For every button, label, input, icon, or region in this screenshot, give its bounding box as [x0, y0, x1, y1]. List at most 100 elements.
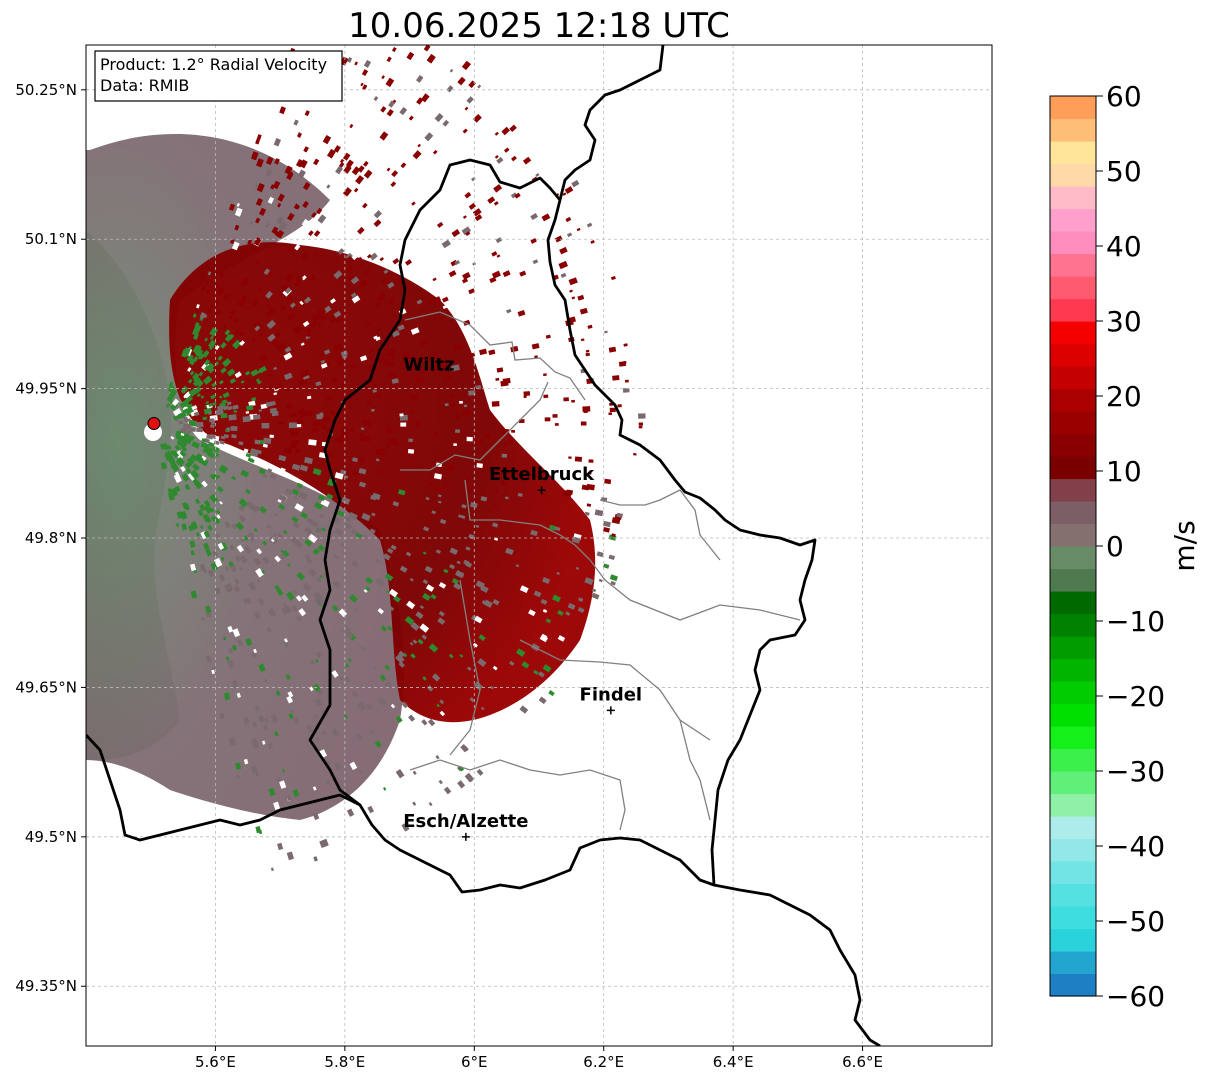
radar-bin — [219, 712, 225, 720]
colorbar-band — [1050, 591, 1096, 615]
radar-bin — [308, 230, 314, 237]
radar-bin — [433, 486, 442, 493]
radar-bin — [355, 732, 363, 741]
radar-bin — [509, 440, 514, 444]
radar-bin — [369, 528, 376, 534]
canton-line-north — [404, 311, 586, 401]
radar-bin — [483, 599, 493, 608]
radar-bin — [380, 106, 387, 113]
radar-bin — [319, 412, 324, 416]
radar-bin — [602, 520, 611, 528]
radar-bin — [207, 524, 213, 531]
radar-bin — [226, 427, 230, 430]
radar-bin — [299, 159, 308, 169]
lat-tick-label: 49.95°N — [15, 380, 77, 398]
radar-bin — [351, 471, 358, 477]
radar-bin — [187, 460, 193, 467]
radar-bin — [510, 318, 519, 325]
radar-bin — [254, 611, 262, 620]
radar-bin — [383, 787, 387, 791]
radar-bin — [339, 675, 344, 681]
radar-bin — [312, 786, 317, 791]
colorbar-band — [1050, 321, 1096, 345]
radar-bin — [312, 421, 320, 426]
radar-bin — [245, 488, 252, 495]
radar-bin — [320, 359, 326, 364]
radar-bin — [511, 430, 516, 433]
radar-bin — [293, 119, 299, 126]
radar-bin — [201, 438, 207, 443]
radar-bin — [296, 205, 300, 210]
radar-bin — [345, 264, 354, 273]
radar-bin — [270, 714, 279, 723]
radar-bin — [342, 187, 352, 197]
radar-bin — [180, 438, 185, 442]
radar-bin — [468, 390, 476, 396]
radar-bin — [584, 511, 590, 516]
radar-bin — [254, 705, 260, 712]
radar-bin — [300, 252, 308, 261]
radar-bin — [208, 402, 214, 407]
radar-bin — [314, 698, 322, 707]
radar-bin — [307, 533, 318, 544]
radar-bin — [269, 473, 277, 480]
radar-bin — [216, 474, 221, 479]
radar-bin — [182, 347, 191, 357]
radar-bin — [357, 701, 367, 712]
colorbar-band — [1050, 456, 1096, 480]
radar-bin — [412, 770, 417, 775]
radar-bin — [189, 358, 196, 366]
radar-bin — [391, 378, 399, 384]
radar-bin — [383, 269, 389, 274]
radar-bin — [289, 348, 295, 354]
radar-bin — [195, 498, 201, 505]
radar-bin — [180, 432, 185, 437]
radar-bin — [185, 467, 192, 475]
radar-bin — [610, 580, 616, 586]
colorbar-unit-label: m/s — [1168, 520, 1201, 571]
radar-bin — [611, 469, 616, 474]
radar-bin — [327, 480, 334, 487]
city-labels: Wiltz Ettelbruck Findel Esch/Alzette — [403, 355, 642, 841]
radar-bin — [473, 681, 484, 691]
radar-bin — [240, 537, 245, 543]
radar-bin — [243, 716, 250, 725]
radar-bin — [284, 165, 293, 175]
radar-bin — [215, 509, 221, 515]
radar-bin — [207, 569, 215, 578]
radar-bin — [386, 108, 394, 117]
radar-bin — [453, 443, 458, 446]
radar-bin — [207, 441, 215, 448]
radar-bin — [431, 510, 436, 515]
radar-bin — [237, 639, 244, 647]
radar-bin — [207, 271, 212, 276]
radar-bin — [255, 378, 260, 382]
radar-bin — [431, 198, 436, 202]
colorbar-bands — [1050, 96, 1096, 997]
radar-bin — [191, 521, 198, 530]
radar-bin — [208, 367, 215, 374]
radar-bin — [493, 184, 503, 193]
colorbar-tick-label: 20 — [1106, 380, 1142, 413]
radar-bin — [462, 128, 468, 134]
radar-bin — [283, 638, 289, 643]
radar-bin — [342, 152, 351, 161]
radar-bin — [474, 214, 483, 222]
radar-bin — [355, 532, 363, 539]
radar-bin — [509, 124, 517, 133]
radar-bin — [178, 439, 188, 449]
radar-bin — [410, 621, 420, 631]
radar-bin — [268, 787, 276, 797]
radar-bin — [408, 438, 413, 443]
radar-bin — [326, 780, 330, 785]
radar-bin — [461, 60, 471, 71]
colorbar-band — [1050, 636, 1096, 660]
colorbar-tick-label: 0 — [1106, 530, 1124, 563]
radar-bin — [496, 367, 504, 373]
radar-bin — [365, 322, 371, 328]
radar-bin — [370, 729, 375, 734]
radar-bin — [363, 160, 369, 167]
radar-bin — [202, 375, 213, 385]
radar-bin — [623, 343, 628, 347]
